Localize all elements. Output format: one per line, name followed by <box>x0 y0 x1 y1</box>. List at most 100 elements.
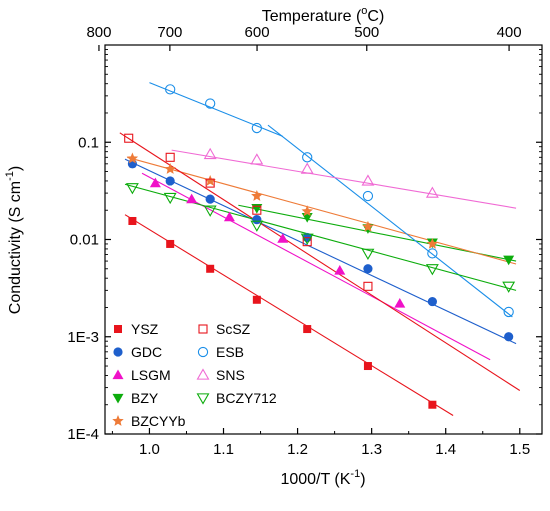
x-tick-label: 1.2 <box>287 441 308 458</box>
legend-label-gdc: GDC <box>131 344 162 360</box>
point-esb <box>427 248 438 259</box>
point-esb <box>205 98 216 109</box>
y-tick-label: 0.01 <box>70 232 99 249</box>
point-lsgm <box>186 193 198 204</box>
point-bzcyyb <box>362 220 374 232</box>
legend-marker-bzcyyb <box>112 415 124 426</box>
point-scsz <box>252 205 262 215</box>
point-bczy712 <box>502 281 516 293</box>
point-gdc <box>504 332 514 342</box>
y-tick-label: 1E-3 <box>67 329 99 346</box>
point-bczy712 <box>125 183 139 195</box>
legend-label-bczy712: BCZY712 <box>216 390 277 406</box>
point-esb <box>362 190 374 202</box>
point-sns <box>250 153 264 165</box>
x-tick-label: 1.1 <box>213 441 234 458</box>
point-scsz <box>165 152 175 162</box>
point-lsgm <box>277 233 289 243</box>
point-lsgm <box>334 264 346 275</box>
legend: YSZ GDC LSGM BZY BZCYYb ScSZ ESB SNS BCZY712 <box>112 321 277 429</box>
point-lsgm <box>223 211 235 222</box>
point-sns <box>361 174 375 186</box>
point-scsz <box>302 237 312 247</box>
x-axis-title: 1000/T (K-1) <box>280 468 365 488</box>
top-tick-label: 800 <box>86 24 111 41</box>
point-gdc <box>252 215 262 225</box>
legend-marker-sns <box>196 368 210 380</box>
point-bczy712 <box>203 205 217 217</box>
legend-label-esb: ESB <box>216 344 244 360</box>
top-axis-title: Temperature (oC) <box>262 5 385 25</box>
point-esb <box>302 152 313 163</box>
fit-line-ysz <box>124 214 454 416</box>
point-sns <box>425 186 439 198</box>
fit-line-scsz <box>119 132 521 391</box>
top-tick-label: 400 <box>497 24 522 41</box>
point-ysz <box>428 400 437 409</box>
legend-label-ysz: YSZ <box>131 321 159 337</box>
point-esb <box>251 122 262 134</box>
y-axis-title: Conductivity (S cm-1) <box>4 166 24 314</box>
data-markers <box>124 84 516 409</box>
point-sns <box>300 162 314 174</box>
legend-label-lsgm: LSGM <box>131 367 171 383</box>
point-scsz <box>124 133 134 143</box>
point-scsz <box>205 178 215 188</box>
point-bzy <box>503 255 515 266</box>
x-tick-label: 1.4 <box>435 441 456 458</box>
point-bczy712 <box>361 248 375 260</box>
point-bzcyyb <box>426 237 439 249</box>
point-ysz <box>166 239 175 248</box>
legend-marker-gdc <box>113 347 123 357</box>
point-esb <box>165 84 176 95</box>
fit-line-bzcyyb <box>127 156 517 265</box>
point-bzcyyb <box>301 205 313 217</box>
legend-marker-esb <box>197 346 209 358</box>
point-bczy712 <box>300 233 314 245</box>
legend-marker-lsgm <box>112 369 124 380</box>
top-tick-label: 600 <box>245 24 270 41</box>
top-tick-label: 700 <box>157 24 182 41</box>
fit-line-bczy712 <box>124 183 517 291</box>
x-tick-label: 1.0 <box>139 441 160 458</box>
point-lsgm <box>149 177 161 188</box>
fit-line-sns <box>171 149 517 209</box>
point-gdc <box>165 176 175 186</box>
fit-line-gdc <box>124 158 517 345</box>
legend-marker-ysz <box>114 325 122 333</box>
point-ysz <box>303 325 312 334</box>
point-ysz <box>206 264 215 273</box>
point-ysz <box>128 216 137 225</box>
point-scsz <box>363 281 373 291</box>
fit-line-esb <box>267 124 513 318</box>
point-gdc <box>363 264 373 274</box>
x-tick-label: 1.3 <box>361 441 382 458</box>
point-bczy712 <box>250 220 264 232</box>
point-bzcyyb <box>126 152 139 164</box>
point-sns <box>203 147 217 160</box>
point-esb <box>503 306 514 318</box>
axis-ticks: 1.0 1.1 1.2 1.3 1.4 1.5 800 700 600 500 400 1E-4 1E-… <box>67 24 542 458</box>
legend-marker-bzy <box>112 393 124 404</box>
point-bzcyyb <box>204 174 216 186</box>
point-lsgm <box>394 297 406 308</box>
legend-label-scsz: ScSZ <box>216 321 251 337</box>
legend-label-sns: SNS <box>216 367 245 383</box>
point-ysz <box>252 295 261 304</box>
point-ysz <box>363 362 372 371</box>
point-bczy712 <box>425 264 439 276</box>
legend-label-bzy: BZY <box>131 390 159 406</box>
point-bzcyyb <box>164 163 176 174</box>
point-gdc <box>205 194 215 204</box>
point-bczy712 <box>163 192 177 205</box>
x-tick-label: 1.5 <box>509 441 530 458</box>
y-tick-label: 0.1 <box>78 134 99 151</box>
y-tick-label: 1E-4 <box>67 426 99 443</box>
legend-marker-scsz <box>198 324 208 334</box>
top-tick-label: 500 <box>354 24 379 41</box>
fit-line-esb <box>149 82 283 137</box>
legend-label-bzcyyb: BZCYYb <box>131 413 186 429</box>
point-gdc <box>427 296 437 307</box>
